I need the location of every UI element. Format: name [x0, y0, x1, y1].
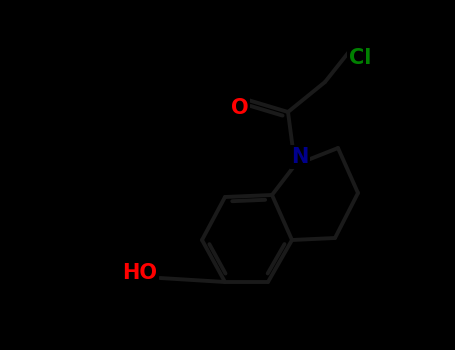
- Text: O: O: [231, 98, 249, 118]
- Text: N: N: [291, 147, 308, 167]
- Text: Cl: Cl: [349, 48, 371, 68]
- Text: HO: HO: [122, 263, 157, 283]
